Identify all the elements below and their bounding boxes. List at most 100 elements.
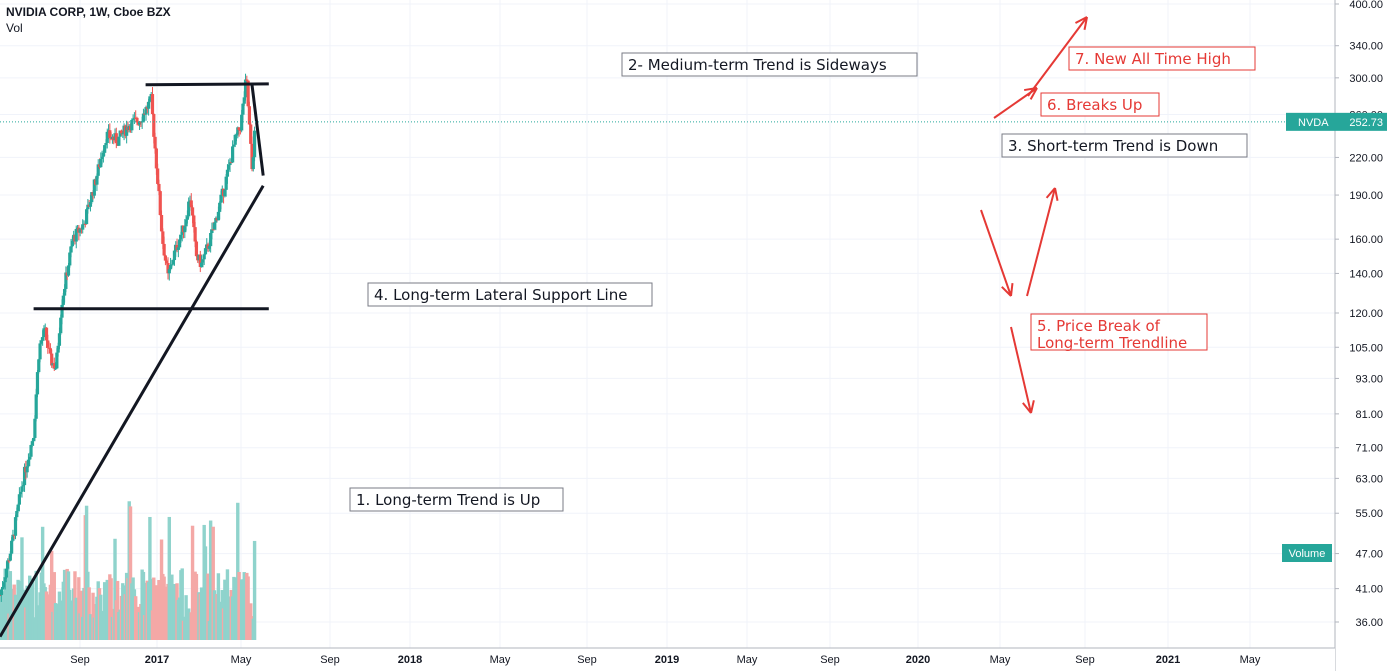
candle-body [119, 130, 124, 134]
candle-body [236, 127, 240, 135]
annotation-text-a5: 5. Price Break of [1037, 317, 1161, 335]
candle-body [59, 317, 63, 334]
price-axis: 400.00340.00300.00260.00220.00190.00160.… [1282, 0, 1387, 671]
trendlines [0, 82, 1335, 638]
candle-body [105, 131, 109, 144]
candle-body [74, 228, 78, 242]
candle-body [250, 143, 254, 170]
arrow-head [1054, 187, 1059, 201]
candle-body [118, 130, 122, 137]
arrow-line [1010, 326, 1032, 414]
candle-body [17, 494, 21, 505]
candle-body [225, 169, 230, 177]
annotation-text-a3: 3. Short-term Trend is Down [1008, 137, 1218, 155]
candle-body [22, 466, 27, 486]
candle-body [53, 368, 58, 370]
volume-bar [211, 526, 215, 640]
volume-bar [62, 569, 67, 640]
candle-body [218, 202, 222, 212]
candle-body [168, 264, 173, 270]
candle-body [185, 216, 189, 220]
time-tick-label: 2017 [145, 654, 169, 666]
time-tick-label: May [1240, 654, 1261, 666]
annotation-box-a1 [349, 487, 564, 512]
candle-body [114, 133, 118, 144]
time-tick-label: Sep [577, 654, 597, 666]
time-tick-label: May [490, 654, 511, 666]
volume-bar [91, 592, 95, 640]
candle-body [34, 394, 38, 419]
arrow-line [1027, 16, 1088, 97]
candle-body [147, 101, 151, 109]
candle-body [232, 144, 236, 147]
candle-body [92, 179, 96, 196]
arrow-head [1022, 402, 1032, 414]
candle-body [144, 107, 148, 115]
volume-bar [34, 570, 38, 640]
price-tick-label: 340.00 [1349, 41, 1383, 53]
candle-body [104, 143, 108, 146]
candle-body [57, 333, 62, 346]
candle-body [209, 233, 213, 247]
candle-body [130, 119, 134, 131]
candle-body [21, 485, 25, 487]
candle-body [103, 145, 107, 153]
volume-badge [1282, 544, 1332, 562]
candle-body [170, 264, 174, 266]
annotation-box-a5 [1030, 313, 1208, 351]
candle-body [207, 246, 211, 249]
time-tick-label: May [231, 654, 252, 666]
candle-body [141, 113, 146, 122]
candle-body [64, 272, 68, 289]
volume-bar [152, 577, 156, 640]
price-tick-label: 190.00 [1349, 190, 1383, 202]
candle-body [26, 459, 31, 467]
candle-body [46, 340, 50, 348]
candle-body [69, 246, 73, 253]
volume-bar [77, 577, 81, 640]
candle-body [219, 194, 223, 203]
volume-bar [128, 506, 133, 640]
price-badge-value: 252.73 [1349, 117, 1383, 129]
volume-bar [115, 580, 120, 640]
time-axis: Sep 2017 May Sep 2018 May Sep 2019 May Sep 2020 May… [0, 647, 1335, 671]
candle-body [8, 553, 12, 561]
candle-body [165, 260, 169, 264]
candle-body [86, 204, 90, 210]
price-tick-label: 93.00 [1355, 373, 1383, 385]
volume-bar [0, 589, 3, 640]
candle-body [63, 288, 67, 296]
volume-bar [206, 573, 210, 640]
candle-body [35, 372, 40, 395]
annotation-box-a2 [621, 52, 918, 77]
volume-bar [180, 568, 184, 640]
candle-body [7, 560, 11, 562]
candle-body [38, 343, 42, 360]
candle-body [154, 148, 158, 169]
candles [0, 73, 257, 602]
volume-badge-label: Volume [1289, 548, 1326, 560]
candle-body [117, 136, 121, 146]
time-tick-label: Sep [320, 654, 340, 666]
annotation-text-a4: 4. Long-term Lateral Support Line [374, 286, 627, 304]
candle-body [19, 491, 23, 495]
candle-body [240, 114, 244, 131]
candle-body [70, 240, 74, 247]
volume-bar [199, 587, 204, 640]
candle-body [16, 504, 20, 512]
candle-body [242, 97, 246, 104]
candle-body [60, 304, 64, 318]
candle-body [176, 247, 180, 250]
candle-body [210, 229, 214, 234]
annotations: 1. Long-term Trend is Up 2- Medium-term T… [349, 46, 1256, 512]
trendline-short-down [250, 84, 265, 176]
volume-bar [109, 578, 113, 640]
candle-body [52, 363, 56, 369]
time-tick-label: 2018 [398, 654, 422, 666]
volume-bar [190, 525, 195, 640]
candle-body [28, 456, 32, 460]
candle-body [178, 239, 182, 248]
candle-body [192, 215, 196, 228]
candle-body [48, 348, 52, 354]
